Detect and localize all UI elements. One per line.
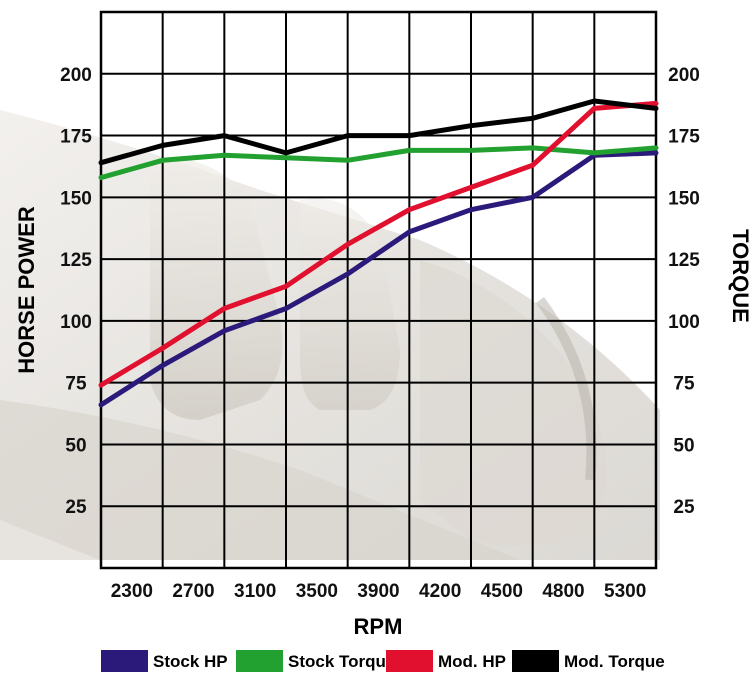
x-tick-label: 4500 xyxy=(481,581,523,602)
chart-labels: RPM HORSE POWER TORQUE xyxy=(14,206,753,639)
y-tick-label-left: 125 xyxy=(60,250,92,271)
x-axis-label: RPM xyxy=(354,614,403,639)
chart-ticks: 25 25 50 50 75 75 100 100 125 125 150 150 175 175 200 2… xyxy=(60,65,700,602)
y-tick-label-right: 25 xyxy=(673,497,695,518)
y-tick-label-right: 175 xyxy=(668,127,700,148)
legend-swatch xyxy=(512,650,559,672)
x-tick-label: 2700 xyxy=(172,581,214,602)
y-tick-label-left: 150 xyxy=(60,188,92,209)
y-tick-label-left: 75 xyxy=(65,374,87,395)
series-line xyxy=(98,145,659,181)
x-tick-label: 4200 xyxy=(419,581,461,602)
y-tick-label-left: 175 xyxy=(60,127,92,148)
series-line xyxy=(98,150,659,408)
legend-label: Mod. Torque xyxy=(564,652,665,671)
y-tick-label-right: 125 xyxy=(668,250,700,271)
y-tick-label-right: 75 xyxy=(673,374,695,395)
y-tick-label-left: 25 xyxy=(65,497,87,518)
plot-frame xyxy=(99,10,658,570)
x-tick-label: 5300 xyxy=(604,581,646,602)
chart-lines xyxy=(98,98,659,408)
y-tick-label-right: 200 xyxy=(668,65,700,86)
y-axis-label-right: TORQUE xyxy=(728,229,753,323)
x-tick-label: 3500 xyxy=(296,581,338,602)
legend-label: Stock Torque xyxy=(288,652,395,671)
series-line xyxy=(98,98,659,166)
legend-label: Mod. HP xyxy=(438,652,506,671)
y-tick-label-left: 100 xyxy=(60,312,92,333)
legend-swatch xyxy=(101,650,148,672)
y-tick-label-right: 50 xyxy=(673,435,694,456)
chart-legend: Stock HP Stock Torque Mod. HP Mod. Torque xyxy=(101,650,665,672)
x-tick-label: 2300 xyxy=(111,581,153,602)
legend-swatch xyxy=(236,650,283,672)
chart-grid xyxy=(99,10,658,570)
y-tick-label-left: 50 xyxy=(65,435,86,456)
y-axis-label-left: HORSE POWER xyxy=(14,206,39,374)
y-tick-label-right: 100 xyxy=(668,312,700,333)
background-metal-illustration xyxy=(0,110,660,560)
y-tick-label-left: 200 xyxy=(60,65,92,86)
x-tick-label: 4800 xyxy=(542,581,584,602)
y-tick-label-right: 150 xyxy=(668,188,700,209)
series-line xyxy=(98,100,659,388)
x-tick-label: 3100 xyxy=(234,581,276,602)
legend-label: Stock HP xyxy=(153,652,228,671)
x-tick-label: 3900 xyxy=(357,581,399,602)
legend-swatch xyxy=(386,650,433,672)
